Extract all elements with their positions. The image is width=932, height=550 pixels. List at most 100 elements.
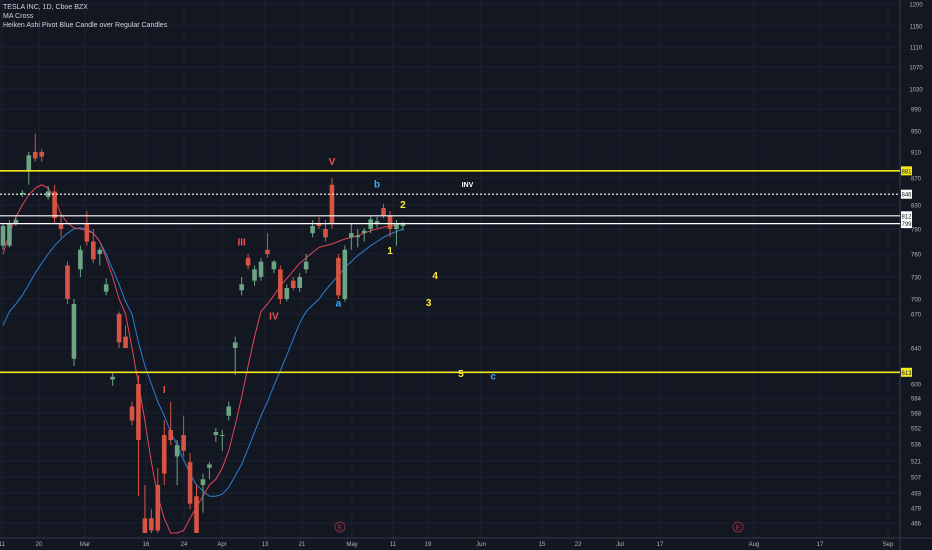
x-tick-label: 13: [262, 542, 269, 548]
candle-body: [149, 518, 154, 531]
y-tick-label: 584: [911, 397, 922, 403]
candle-body: [265, 249, 270, 254]
candle-body: [65, 265, 70, 299]
x-tick-label: Jul: [616, 542, 624, 548]
candle-body: [239, 284, 244, 291]
symbol-title[interactable]: TESLA INC, 1D, Cboe BZX: [3, 4, 88, 11]
level-tag-846: [901, 189, 912, 199]
y-tick-label: 1070: [909, 66, 923, 72]
candle-body: [187, 462, 193, 504]
x-tick-label: 11: [390, 542, 397, 548]
candle-body: [91, 241, 96, 260]
candle-body: [58, 223, 64, 229]
y-tick-label: 1200: [909, 3, 923, 9]
indicator-ma-cross[interactable]: MA Cross: [3, 13, 34, 20]
candle-body: [232, 342, 238, 348]
candle-body: [123, 336, 128, 348]
x-tick-label: Apr: [217, 542, 226, 548]
level-label-613: 613: [901, 371, 912, 377]
x-tick-label: 21: [299, 542, 306, 548]
y-tick-label: 521: [911, 460, 922, 466]
candle-body: [32, 152, 38, 159]
candle-body: [181, 435, 186, 451]
candle-body: [84, 223, 90, 242]
y-tick-label: 700: [911, 298, 922, 304]
candle-body: [252, 269, 257, 281]
candle-body: [207, 464, 212, 468]
x-tick-label: 24: [181, 542, 188, 548]
x-tick-label: 17: [817, 542, 824, 548]
candle-body: [52, 191, 57, 219]
y-tick-label: 1110: [910, 46, 923, 52]
candle-body: [213, 432, 219, 435]
candle-body: [316, 223, 322, 226]
wave-label-a: a: [336, 299, 342, 310]
y-tick-label: 552: [911, 427, 922, 433]
earnings-marker-label: E: [736, 526, 740, 532]
earnings-marker-label: E: [338, 526, 342, 532]
candle-body: [142, 518, 148, 533]
candle-body: [284, 288, 290, 299]
y-tick-label: 600: [911, 383, 922, 389]
candle-body: [271, 261, 277, 270]
y-tick-label: 493: [911, 492, 922, 498]
wave-label-i: I: [163, 385, 166, 396]
candle-body: [374, 221, 380, 223]
y-tick-label: 507: [911, 476, 922, 482]
y-tick-label: 670: [911, 313, 922, 319]
candle-body: [103, 284, 109, 292]
candle-body: [387, 215, 393, 229]
candle-body: [161, 435, 167, 474]
wave-label-inv: INV: [462, 182, 474, 189]
level-label-881: 881: [901, 169, 912, 175]
y-tick-label: 990: [911, 108, 922, 114]
y-tick-label: 479: [911, 507, 922, 513]
candle-body: [361, 230, 367, 234]
candle-body: [110, 376, 115, 380]
candle-body: [245, 257, 251, 266]
candle-body: [297, 277, 302, 288]
x-tick-label: Jun: [476, 542, 486, 548]
y-tick-label: 568: [911, 412, 922, 418]
y-tick-label: 466: [911, 522, 922, 528]
candle-body: [26, 155, 32, 172]
y-tick-label: 760: [911, 253, 922, 259]
candle-body: [7, 223, 12, 246]
candle-body: [278, 269, 283, 299]
y-tick-label: 870: [911, 177, 922, 183]
x-tick-label: Mar: [80, 542, 90, 548]
y-tick-label: 640: [911, 347, 922, 353]
y-tick-label: 950: [911, 130, 922, 136]
wave-label-iii: III: [237, 238, 246, 249]
candle-body: [136, 384, 141, 440]
level-label-812: 812: [901, 214, 912, 220]
y-tick-label: 1030: [909, 88, 923, 94]
candle-body: [194, 496, 199, 533]
candle-body: [174, 445, 180, 457]
candle-body: [323, 229, 328, 238]
level-label-799: 799: [901, 222, 912, 228]
candle-body: [20, 192, 25, 195]
earnings-marker-icon: [334, 521, 346, 533]
x-tick-label: 20: [36, 542, 43, 548]
candle-body: [400, 223, 406, 226]
chart-legend: TESLA INC, 1D, Cboe BZX MA Cross Heiken …: [3, 3, 167, 30]
earnings-marker-icon: [732, 521, 744, 533]
wave-label-2: 2: [400, 200, 406, 211]
candle-body: [220, 435, 225, 436]
x-tick-label: 16: [143, 542, 150, 548]
y-tick-label: 1150: [910, 25, 924, 31]
level-tag-613: [901, 367, 912, 377]
candle-body: [155, 485, 161, 531]
x-tick-label: 15: [539, 542, 546, 548]
y-tick-label: 910: [911, 151, 922, 157]
candle-body: [97, 249, 103, 254]
candle-body: [342, 249, 348, 299]
indicator-heiken-ashi[interactable]: Heiken Ashi Pivot Blue Candle over Regul…: [3, 22, 168, 29]
candle-body: [349, 233, 354, 238]
x-tick-label: May: [346, 542, 357, 548]
x-tick-label: Aug: [749, 542, 760, 548]
candle-body: [336, 257, 341, 296]
